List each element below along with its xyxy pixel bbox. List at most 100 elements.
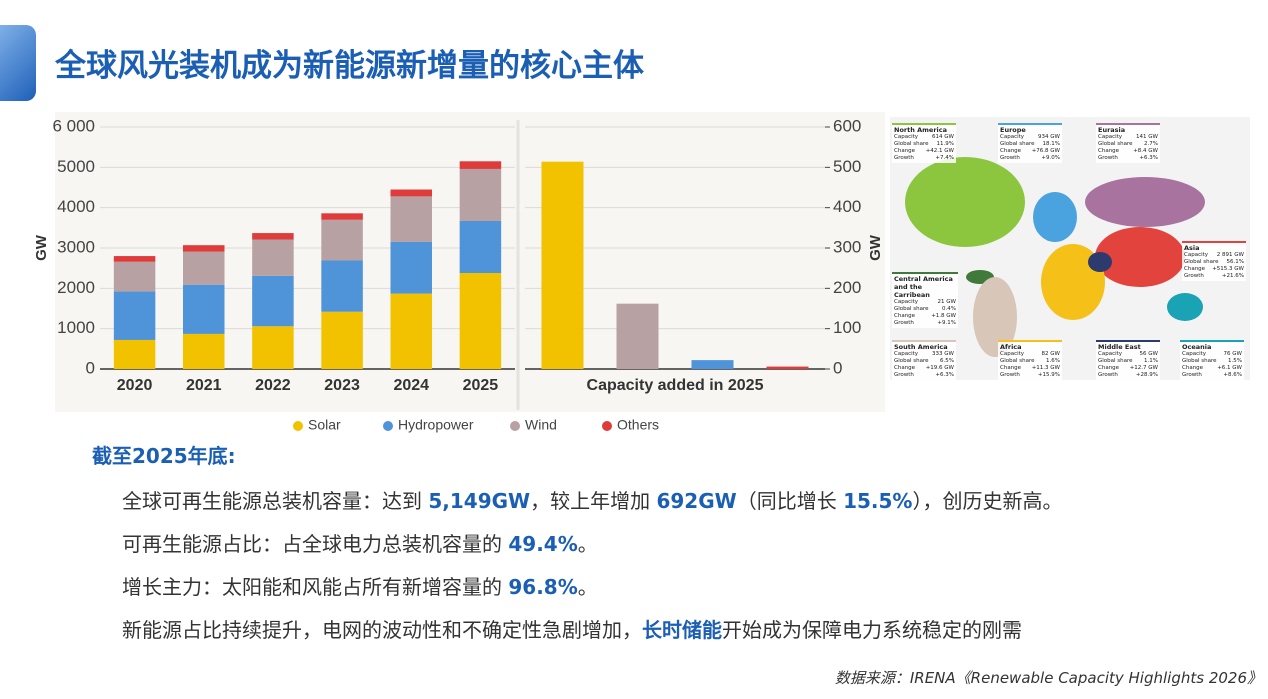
y-tick-label: 2000 bbox=[57, 278, 95, 297]
region-box: South America Capacity 333 GW Global share 6… bbox=[892, 340, 956, 380]
slide-title: 全球风光装机成为新能源新增量的核心主体 bbox=[55, 48, 644, 84]
row-value: 141 GW bbox=[1136, 134, 1158, 140]
row-label: Global share bbox=[1098, 358, 1133, 364]
row-value: +28.9% bbox=[1135, 372, 1158, 378]
bar-segment bbox=[252, 239, 294, 276]
y-tick-label: 100 bbox=[833, 318, 861, 337]
bar-segment bbox=[459, 161, 502, 169]
row-label: Growth bbox=[894, 372, 914, 378]
row-value: 21 GW bbox=[937, 299, 956, 305]
row-value: 11.9% bbox=[936, 141, 954, 147]
region-name: Central America and the Carribean bbox=[894, 275, 953, 299]
row-value: 6.5% bbox=[940, 358, 954, 364]
region-box: Africa Capacity 82 GW Global share 1.6% Chang… bbox=[998, 340, 1062, 380]
bar bbox=[766, 366, 809, 369]
row-value: +42.1 GW bbox=[925, 148, 954, 154]
row-label: Capacity bbox=[1182, 351, 1207, 357]
row-value: 1.1% bbox=[1144, 358, 1158, 364]
x-axis-label: Capacity added in 2025 bbox=[587, 377, 764, 394]
row-value: 56.1% bbox=[1226, 259, 1244, 265]
y-tick-label: 500 bbox=[833, 157, 861, 176]
bar-segment bbox=[113, 256, 156, 262]
region-row: Change +42.1 GW bbox=[894, 148, 954, 155]
region-row: Capacity 141 GW bbox=[1098, 134, 1158, 141]
row-label: Capacity bbox=[1098, 351, 1123, 357]
legend-label: Others bbox=[617, 417, 659, 433]
bullet-text: 新能源占比持续提升，电网的波动性和不确定性急剧增加， bbox=[122, 618, 642, 642]
y-tick-label: 300 bbox=[833, 237, 861, 256]
row-label: Capacity bbox=[1184, 252, 1209, 258]
legend-marker bbox=[602, 421, 612, 431]
bar bbox=[541, 161, 584, 369]
row-value: 2 891 GW bbox=[1216, 252, 1244, 258]
row-value: +76.8 GW bbox=[1031, 148, 1060, 154]
x-tick-label: 2020 bbox=[117, 377, 153, 394]
row-value: +8.4 GW bbox=[1133, 148, 1158, 154]
legend-label: Hydropower bbox=[398, 417, 474, 433]
region-name: Eurasia bbox=[1098, 126, 1126, 134]
row-value: +9.0% bbox=[1041, 155, 1060, 161]
row-label: Change bbox=[894, 148, 916, 154]
bullet-text: 增长主力：太阳能和风能占所有新增容量的 bbox=[122, 575, 509, 599]
emphasis-text: 692GW bbox=[656, 489, 737, 513]
row-value: 1.6% bbox=[1046, 358, 1060, 364]
bar bbox=[691, 360, 734, 369]
bar-segment bbox=[252, 233, 294, 240]
region-box: North America Capacity 614 GW Global share 1… bbox=[892, 123, 956, 163]
bar-segment bbox=[459, 220, 502, 274]
region-row: Capacity 56 GW bbox=[1098, 351, 1158, 358]
legend-marker bbox=[510, 421, 520, 431]
region-row: Growth +28.9% bbox=[1098, 372, 1158, 379]
bullet-text: ，较上年增加 bbox=[530, 489, 657, 513]
region-box: Central America and the Carribean Capacit… bbox=[892, 272, 958, 328]
region-row: Growth +21.6% bbox=[1184, 273, 1244, 280]
row-value: +21.6% bbox=[1221, 273, 1244, 279]
region-box: Oceania Capacity 76 GW Global share 1.5% Chan… bbox=[1180, 340, 1244, 380]
region-row: Change +76.8 GW bbox=[1000, 148, 1060, 155]
row-label: Capacity bbox=[894, 134, 919, 140]
emphasis-text: 96.8% bbox=[508, 575, 578, 599]
region-row: Global share 0.4% bbox=[894, 306, 956, 313]
region-row: Global share 11.9% bbox=[894, 141, 954, 148]
region-name: Asia bbox=[1184, 244, 1200, 252]
y-tick-label: 4000 bbox=[57, 197, 95, 216]
emphasis-text: 15.5% bbox=[843, 489, 913, 513]
row-label: Change bbox=[894, 365, 916, 371]
x-tick-label: 2025 bbox=[463, 377, 499, 394]
region-row: Global share 18.1% bbox=[1000, 141, 1060, 148]
x-tick-label: 2024 bbox=[393, 377, 429, 394]
y-tick-label: 0 bbox=[86, 358, 95, 377]
bar-segment bbox=[183, 284, 225, 334]
legend-marker bbox=[383, 421, 393, 431]
row-label: Global share bbox=[1000, 358, 1035, 364]
row-label: Capacity bbox=[1000, 134, 1025, 140]
x-tick-label: 2021 bbox=[186, 377, 222, 394]
row-label: Global share bbox=[1184, 259, 1219, 265]
bar-segment bbox=[113, 339, 156, 369]
region-row: Change +6.1 GW bbox=[1182, 365, 1242, 372]
row-value: 2.7% bbox=[1144, 141, 1158, 147]
y-axis-label: GW bbox=[33, 234, 50, 261]
world-map: North America Capacity 614 GW Global share 1… bbox=[890, 117, 1250, 380]
y-tick-label: 200 bbox=[833, 278, 861, 297]
region-name: South America bbox=[894, 343, 948, 351]
bar-segment bbox=[390, 241, 432, 294]
region-box: Middle East Capacity 56 GW Global share 1.1%… bbox=[1096, 340, 1160, 380]
region-row: Capacity 82 GW bbox=[1000, 351, 1060, 358]
bar bbox=[616, 303, 659, 369]
y-tick-label: 1000 bbox=[57, 318, 95, 337]
row-label: Growth bbox=[1184, 273, 1204, 279]
bar-segment bbox=[390, 196, 432, 242]
legend-marker bbox=[293, 421, 303, 431]
row-value: 76 GW bbox=[1223, 351, 1242, 357]
row-label: Global share bbox=[1098, 141, 1133, 147]
bar-segment bbox=[183, 333, 225, 369]
row-value: +515.3 GW bbox=[1212, 266, 1244, 272]
source-note: 数据来源：IRENA《Renewable Capacity Highlights… bbox=[834, 669, 1262, 687]
row-value: +15.9% bbox=[1037, 372, 1060, 378]
region-name: Africa bbox=[1000, 343, 1022, 351]
row-value: +19.6 GW bbox=[925, 365, 954, 371]
bar-segment bbox=[390, 189, 432, 197]
region-row: Capacity 934 GW bbox=[1000, 134, 1060, 141]
